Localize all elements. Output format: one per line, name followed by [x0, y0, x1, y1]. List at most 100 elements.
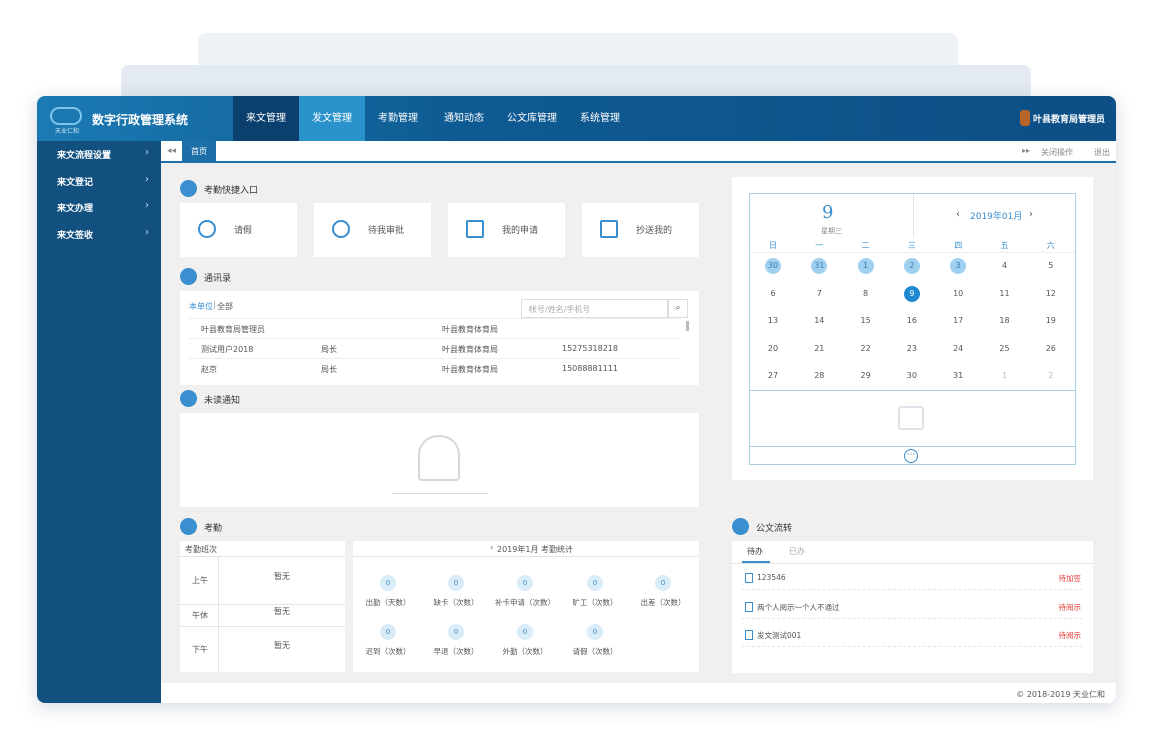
calendar-date[interactable]: 28 — [814, 371, 825, 381]
calendar-date[interactable]: 12 — [1045, 288, 1056, 298]
weekday: 二 — [861, 241, 870, 250]
calendar-date[interactable]: 9 — [903, 285, 920, 302]
doc-name[interactable]: 发文测试001 — [757, 631, 802, 640]
nav-item[interactable]: 发文管理 — [299, 96, 365, 141]
nav-item[interactable]: 系统管理 — [580, 113, 620, 124]
calendar-date[interactable]: 10 — [953, 288, 964, 298]
calendar-date[interactable]: 23 — [906, 343, 917, 353]
row-line — [189, 358, 679, 359]
month-next[interactable]: › — [1029, 209, 1033, 220]
calendar-date[interactable]: 26 — [1045, 343, 1056, 353]
notices-box — [180, 413, 699, 507]
tab-nav[interactable]: ◂◂ — [167, 146, 177, 156]
calendar-date[interactable]: 1 — [857, 258, 874, 274]
quick-label: 待我审批 — [368, 226, 405, 236]
calendar-date[interactable]: 8 — [863, 288, 869, 298]
calendar-date[interactable]: 4 — [1001, 261, 1008, 270]
nav-item[interactable]: 通知动态 — [444, 113, 484, 124]
calendar-date[interactable]: 5 — [1048, 261, 1054, 270]
sidebar-item[interactable]: 来文签收 — [57, 230, 94, 241]
tab-action[interactable]: 关闭操作 — [1041, 148, 1073, 157]
more-button[interactable]: ··· — [904, 449, 918, 463]
sidebar-item[interactable]: 来文登记 — [57, 177, 94, 188]
calendar-date[interactable]: 31 — [953, 371, 964, 381]
stat-value: 0 — [380, 624, 396, 640]
calendar-date[interactable]: 25 — [999, 343, 1010, 353]
quick-card[interactable]: 请假 — [180, 203, 297, 257]
doc-line — [742, 589, 1082, 590]
calendar-date[interactable]: 11 — [999, 288, 1010, 298]
calendar-date[interactable]: 7 — [816, 288, 822, 298]
doc-name[interactable]: 123546 — [757, 573, 786, 582]
stat-value: 0 — [587, 575, 603, 591]
stats-line — [353, 556, 699, 557]
calendar-date[interactable]: 24 — [953, 343, 964, 353]
calendar-date[interactable]: 16 — [906, 316, 917, 326]
calendar-date[interactable]: 17 — [953, 316, 964, 326]
calendar-date[interactable]: 14 — [814, 316, 825, 326]
shift-row — [180, 626, 345, 672]
contact-cell: 15275318218 — [562, 344, 618, 353]
doc-name[interactable]: 两个人阅示一个人不通过 — [757, 602, 840, 612]
tab-action[interactable]: 退出 — [1094, 148, 1110, 157]
stat-label: 缺卡（次数） — [433, 598, 479, 607]
row-line — [189, 318, 679, 319]
quick-card[interactable]: 待我审批 — [314, 203, 431, 257]
tab[interactable]: 首页 — [182, 141, 216, 163]
contact-cell: 叶县教育体育局 — [442, 345, 498, 354]
weekday-line — [750, 252, 1075, 253]
stat-value: 0 — [448, 575, 464, 591]
sidebar-item[interactable]: 来文流程设置 — [57, 151, 112, 161]
sidebar-item[interactable]: 来文办理 — [57, 204, 94, 214]
nav-item[interactable]: 公文库管理 — [507, 113, 557, 124]
calendar-date[interactable]: 2 — [1048, 371, 1054, 381]
month-prev[interactable]: ‹ — [956, 209, 960, 220]
doc-tab[interactable]: 已办 — [789, 547, 805, 556]
stats-prev[interactable]: ‹ — [490, 543, 494, 552]
nav-item[interactable]: 来文管理 — [233, 96, 299, 141]
filter[interactable]: 本单位 — [189, 302, 213, 311]
doc-tab-line — [732, 563, 1093, 564]
quick-card[interactable]: 我的申请 — [448, 203, 565, 257]
stat-value: 0 — [517, 624, 533, 640]
nav-item[interactable]: 考勤管理 — [378, 113, 418, 124]
weekday: 一 — [815, 241, 824, 250]
row-line — [189, 338, 679, 339]
calendar-date[interactable]: 31 — [811, 258, 828, 274]
calendar-date[interactable]: 2 — [903, 258, 920, 274]
stat-value: 0 — [655, 575, 671, 591]
stat-label: 迟到（次数） — [365, 647, 411, 656]
contacts-box: 本单位 | 全部 帐号/姓名/手机号 ⌕ 叶县教育局管理员 叶县教育体育局 测试用户2018 局… — [180, 291, 699, 385]
calendar-date[interactable]: 18 — [999, 316, 1010, 326]
calendar-date[interactable]: 22 — [860, 343, 871, 353]
calendar-date[interactable]: 27 — [767, 371, 779, 381]
stats-next[interactable]: › — [568, 543, 572, 552]
search-input[interactable]: 帐号/姓名/手机号 — [521, 299, 668, 318]
calendar-date[interactable]: 3 — [950, 258, 967, 274]
stat-value: 0 — [448, 624, 464, 640]
calendar-date[interactable]: 21 — [814, 343, 825, 353]
weekday: 四 — [954, 241, 963, 250]
quick-card[interactable]: 抄送我的 — [582, 203, 699, 257]
sidebar — [37, 141, 161, 703]
calendar-date[interactable]: 15 — [860, 316, 871, 326]
calendar-date[interactable]: 20 — [767, 343, 779, 353]
calendar-date[interactable]: 19 — [1045, 316, 1056, 326]
doc-icon — [745, 601, 753, 612]
section-title: 通讯录 — [204, 274, 232, 284]
shift-value: 暂无 — [274, 641, 290, 650]
calendar-date[interactable]: 1 — [1001, 371, 1008, 381]
user-menu[interactable]: 叶县教育局管理员 — [1033, 115, 1106, 125]
filter[interactable]: 全部 — [217, 302, 233, 311]
calendar-date[interactable]: 6 — [770, 288, 776, 298]
search-button[interactable]: ⌕ — [668, 299, 688, 318]
doc-tab[interactable]: 待办 — [747, 547, 763, 556]
calendar-date[interactable]: 30 — [765, 258, 781, 274]
contact-cell: 叶县教育体育局 — [442, 365, 498, 374]
stat-value: 0 — [380, 575, 396, 591]
tab-nav[interactable]: ▸▸ — [1022, 146, 1031, 155]
calendar-date[interactable]: 30 — [906, 371, 917, 381]
calendar-date[interactable]: 29 — [860, 371, 871, 381]
calendar-date[interactable]: 13 — [767, 316, 779, 326]
doc-tab-underline — [742, 561, 770, 563]
